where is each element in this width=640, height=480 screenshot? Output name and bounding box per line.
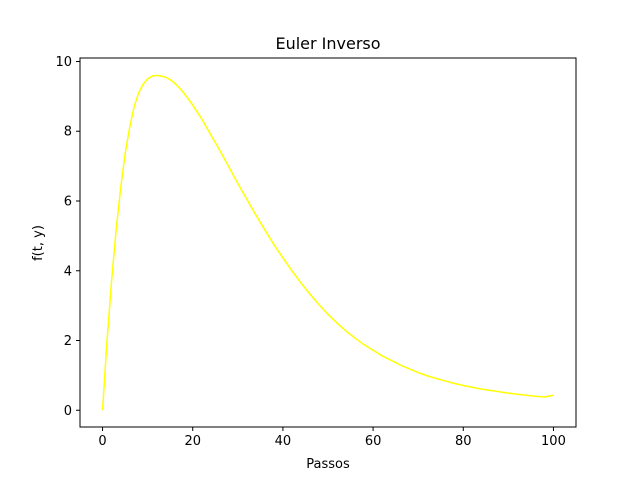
x-tick-label: 100	[541, 434, 566, 449]
plot-area	[101, 74, 554, 411]
series-line-0	[101, 74, 554, 411]
axes-frame	[79, 57, 577, 428]
y-axis-ticks: 0 2 4 6 8 10	[55, 55, 80, 419]
y-tick-label: 0	[64, 404, 72, 419]
y-tick-label: 10	[55, 55, 72, 70]
x-tick-label: 40	[275, 434, 292, 449]
chart-title: Euler Inverso	[275, 34, 380, 53]
y-tick-label: 4	[64, 264, 72, 279]
y-axis-label: f(t, y)	[31, 225, 46, 261]
y-tick-label: 2	[64, 334, 72, 349]
x-axis-label: Passos	[306, 457, 350, 472]
y-tick-label: 6	[64, 194, 72, 209]
x-tick-label: 60	[365, 434, 382, 449]
x-tick-label: 20	[184, 434, 201, 449]
y-tick-label: 8	[64, 125, 72, 140]
x-axis-ticks: 0 20 40 60 80 100	[98, 427, 566, 449]
x-tick-label: 0	[98, 434, 106, 449]
x-tick-label: 80	[455, 434, 472, 449]
